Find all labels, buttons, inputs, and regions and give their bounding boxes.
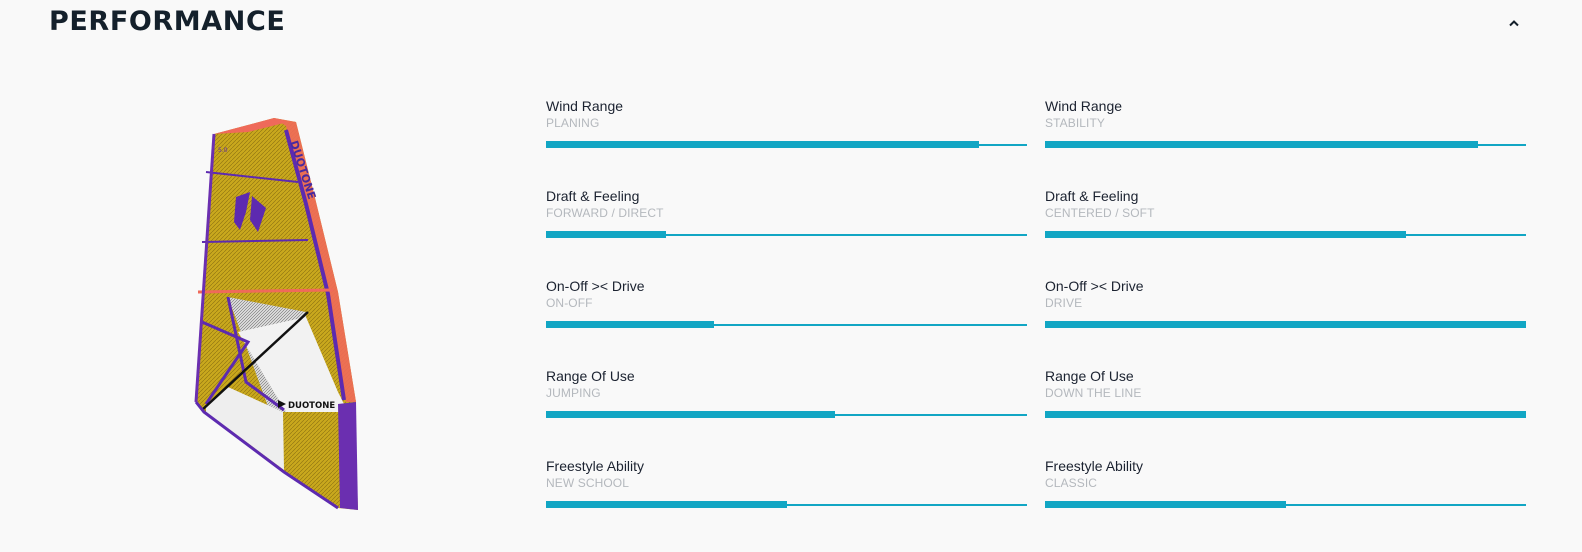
metric-label: Draft & Feeling <box>546 188 640 204</box>
metric-bar-track <box>1045 501 1526 508</box>
metric-label: Freestyle Ability <box>1045 458 1144 474</box>
sail-brand-logo: DUOTONE <box>288 401 335 411</box>
metric-bar-track <box>546 501 1027 508</box>
metric-bar-fill <box>1045 501 1286 508</box>
performance-metric: On-Off >< Drive DRIVE <box>1045 278 1526 348</box>
sail-image: DUOTONE DUOTONE 5.0 <box>188 112 378 516</box>
performance-metric: Range Of Use DOWN THE LINE <box>1045 368 1526 438</box>
collapse-button[interactable] <box>1503 12 1525 34</box>
metric-bar-track <box>1045 321 1526 328</box>
metric-bar-track <box>546 141 1027 148</box>
metric-label: Draft & Feeling <box>1045 188 1139 204</box>
metric-label: Range Of Use <box>1045 368 1134 384</box>
performance-metric: Freestyle Ability NEW SCHOOL <box>546 458 1027 528</box>
performance-metric: On-Off >< Drive ON-OFF <box>546 278 1027 348</box>
metric-sublabel: FORWARD / DIRECT <box>546 206 664 220</box>
metric-bar-fill <box>1045 321 1526 328</box>
section-title: PERFORMANCE <box>49 6 286 37</box>
metric-sublabel: ON-OFF <box>546 296 593 310</box>
metric-label: Freestyle Ability <box>546 458 645 474</box>
performance-metric: Wind Range PLANING <box>546 98 1027 168</box>
metric-label: Wind Range <box>546 98 624 114</box>
metric-bar-fill <box>1045 231 1406 238</box>
metric-bar-track <box>1045 141 1526 148</box>
metric-bar-fill <box>546 231 667 238</box>
metric-sublabel: NEW SCHOOL <box>546 476 630 490</box>
metric-bar-track <box>1045 231 1526 238</box>
metric-label: On-Off >< Drive <box>1045 278 1144 294</box>
metric-sublabel: DOWN THE LINE <box>1045 386 1142 400</box>
metric-sublabel: CLASSIC <box>1045 476 1098 490</box>
metric-label: Range Of Use <box>546 368 635 384</box>
metric-bar-fill <box>1045 411 1526 418</box>
metric-bar-track <box>1045 411 1526 418</box>
metric-bar-track <box>546 231 1027 238</box>
chevron-up-icon <box>1509 20 1519 27</box>
performance-metric: Wind Range STABILITY <box>1045 98 1526 168</box>
metric-bar-fill <box>546 321 715 328</box>
metric-bar-fill <box>546 141 979 148</box>
metric-bar-fill <box>546 411 835 418</box>
performance-metric: Freestyle Ability CLASSIC <box>1045 458 1526 528</box>
metric-sublabel: PLANING <box>546 116 600 130</box>
metric-sublabel: JUMPING <box>546 386 601 400</box>
metric-bar-fill <box>546 501 787 508</box>
performance-metric: Range Of Use JUMPING <box>546 368 1027 438</box>
metric-sublabel: STABILITY <box>1045 116 1106 130</box>
metric-sublabel: CENTERED / SOFT <box>1045 206 1155 220</box>
metric-label: Wind Range <box>1045 98 1123 114</box>
metric-bar-fill <box>1045 141 1478 148</box>
metric-bar-track <box>546 321 1027 328</box>
metric-bar-track <box>546 411 1027 418</box>
sail-size: 5.0 <box>218 147 228 154</box>
metric-label: On-Off >< Drive <box>546 278 645 294</box>
performance-metric: Draft & Feeling CENTERED / SOFT <box>1045 188 1526 258</box>
performance-metric: Draft & Feeling FORWARD / DIRECT <box>546 188 1027 258</box>
metric-sublabel: DRIVE <box>1045 296 1083 310</box>
